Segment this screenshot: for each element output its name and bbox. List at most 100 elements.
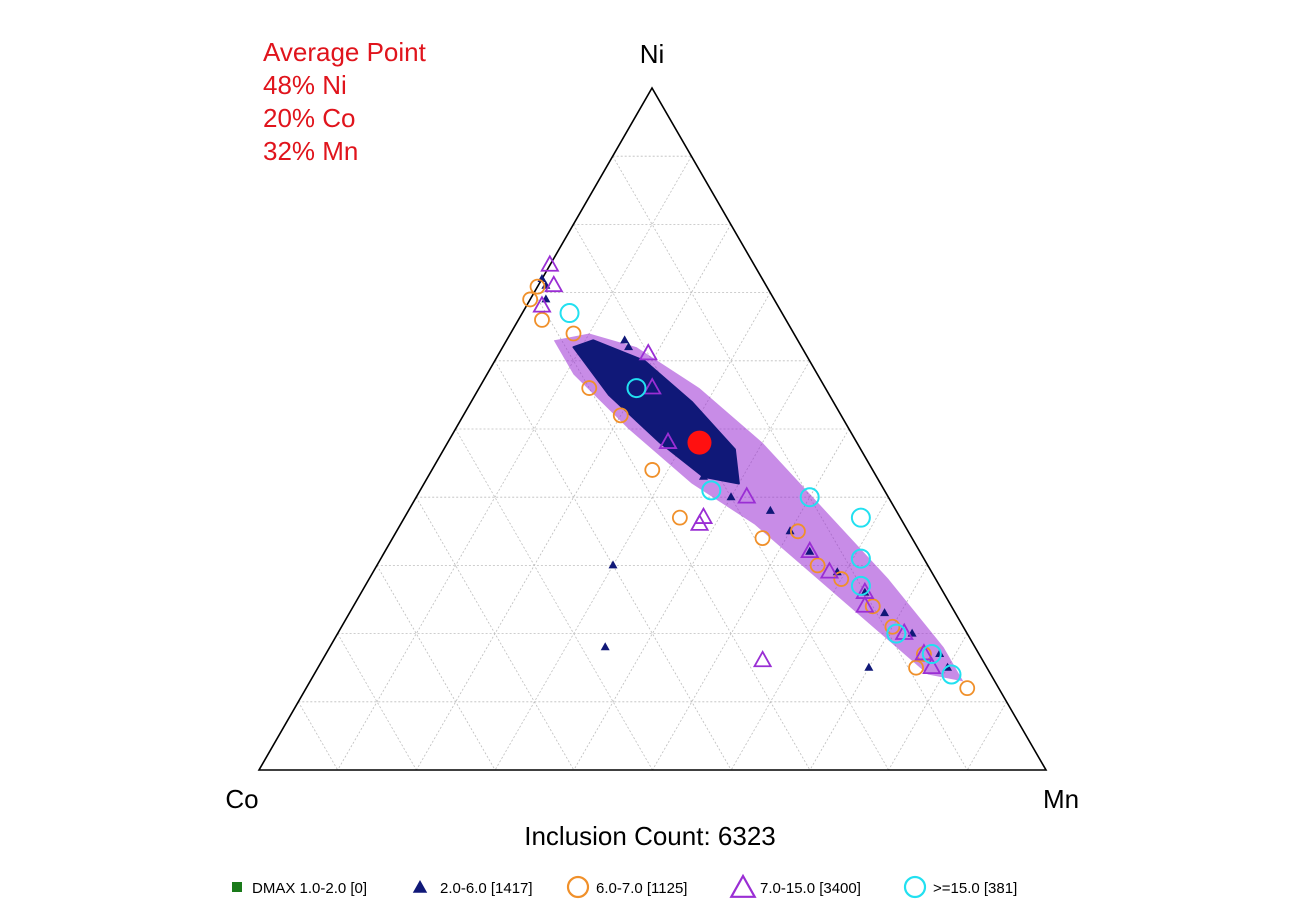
legend: DMAX 1.0-2.0 [0] 2.0-6.0 [1417] 6.0-7.0 [1…	[232, 873, 1017, 899]
point-7-15	[800, 540, 820, 559]
grid-line-mn	[730, 497, 889, 771]
annotation-mn: 32% Mn	[263, 136, 359, 166]
grid-line-co	[376, 565, 496, 771]
point-7-15	[737, 486, 757, 504]
apex-label-mn: Mn	[1043, 784, 1079, 814]
point-2-6	[679, 437, 689, 446]
point-2-6	[600, 642, 610, 651]
series-average-point	[687, 430, 712, 455]
point-2-6	[935, 649, 945, 658]
point-7-15	[642, 377, 662, 395]
point-6-7	[864, 598, 881, 615]
inclusion-count-label: Inclusion Count: 6323	[524, 821, 776, 851]
legend-marker-circle	[566, 875, 590, 899]
point-15-plus	[850, 507, 871, 528]
point-15-plus	[626, 378, 647, 399]
average-point-marker	[687, 430, 712, 455]
point-7-15	[922, 656, 942, 674]
legend-label: DMAX 1.0-2.0 [0]	[252, 880, 367, 897]
apex-label-co: Co	[225, 784, 258, 814]
point-7-15	[658, 431, 678, 449]
legend-item: 7.0-15.0 [3400]	[729, 873, 861, 898]
point-6-7	[581, 380, 598, 396]
point-2-6	[726, 492, 736, 501]
point-7-15	[819, 561, 840, 579]
point-2-6	[624, 342, 634, 351]
grid-line-co	[415, 496, 575, 771]
point-6-7	[959, 680, 976, 697]
grid-line-co	[573, 224, 889, 771]
annotation-ni: 48% Ni	[263, 70, 347, 100]
grid-line-mn	[573, 360, 810, 771]
legend-item: 6.0-7.0 [1125]	[566, 875, 687, 899]
legend-label: 7.0-15.0 [3400]	[760, 880, 861, 897]
point-2-6	[655, 424, 665, 432]
point-7-15	[855, 595, 875, 613]
point-6-7	[916, 646, 932, 662]
grid-line-co	[612, 155, 968, 771]
point-6-7	[908, 659, 924, 676]
series-6-0-7-0-1125-	[522, 278, 976, 697]
point-6-7	[671, 509, 688, 526]
point-6-7	[529, 278, 546, 295]
point-2-6	[698, 458, 708, 467]
point-2-6	[805, 546, 815, 555]
point-2-6	[864, 662, 874, 671]
point-7-15	[544, 274, 564, 293]
point-6-7	[565, 325, 582, 342]
point-2-6	[785, 526, 795, 535]
point-6-7	[612, 407, 629, 424]
point-6-7	[754, 530, 771, 547]
legend-item: 2.0-6.0 [1417]	[412, 880, 533, 897]
point-15-plus	[559, 303, 580, 324]
point-2-6	[765, 505, 775, 514]
grid-line-mn	[652, 428, 850, 771]
point-15-plus	[921, 644, 942, 665]
point-15-plus	[886, 623, 907, 644]
point-15-plus	[941, 664, 962, 685]
legend-label: >=15.0 [381]	[933, 880, 1017, 897]
point-6-7	[522, 291, 539, 308]
average-point-annotation: Average Point 48% Ni 20% Co 32% Mn	[263, 36, 426, 168]
apex-label-ni: Ni	[640, 39, 665, 69]
annotation-co: 20% Co	[263, 103, 356, 133]
point-6-7	[833, 571, 850, 587]
grid-line-mn	[966, 701, 1007, 771]
legend-marker-circle	[903, 875, 927, 899]
grid-line-mn	[809, 565, 929, 771]
annotation-title: Average Point	[263, 37, 426, 67]
legend-label: 6.0-7.0 [1125]	[596, 880, 687, 897]
legend-marker-filled-triangle	[412, 880, 428, 893]
grid-line-mn	[416, 224, 732, 771]
legend-label: 2.0-6.0 [1417]	[440, 880, 533, 897]
point-15-plus	[799, 487, 820, 508]
grid-line-co	[297, 701, 339, 771]
point-15-plus	[701, 480, 722, 501]
point-2-6	[620, 335, 630, 344]
data-marks	[522, 254, 976, 697]
point-6-7	[884, 618, 901, 635]
point-2-6	[608, 560, 618, 569]
series--15-0-381-	[559, 303, 962, 685]
point-7-15	[540, 254, 560, 272]
point-2-6	[698, 471, 708, 480]
legend-item: DMAX 1.0-2.0 [0]	[232, 880, 367, 897]
legend-marker-square	[232, 882, 242, 892]
point-6-7	[809, 557, 826, 574]
point-7-15	[752, 650, 773, 668]
point-2-6	[880, 608, 890, 617]
point-6-7	[534, 311, 550, 328]
point-15-plus	[850, 575, 871, 596]
point-7-15	[638, 343, 658, 361]
legend-item: >=15.0 [381]	[903, 875, 1017, 899]
ternary-frame	[257, 86, 1048, 771]
grid-line-mn	[337, 156, 692, 771]
point-7-15	[532, 295, 552, 313]
point-7-15	[689, 513, 710, 531]
point-15-plus	[850, 548, 871, 569]
point-6-7	[790, 523, 806, 540]
legend-marker-open-triangle	[729, 873, 757, 898]
grid-line-co	[455, 428, 653, 771]
point-6-7	[644, 462, 661, 478]
